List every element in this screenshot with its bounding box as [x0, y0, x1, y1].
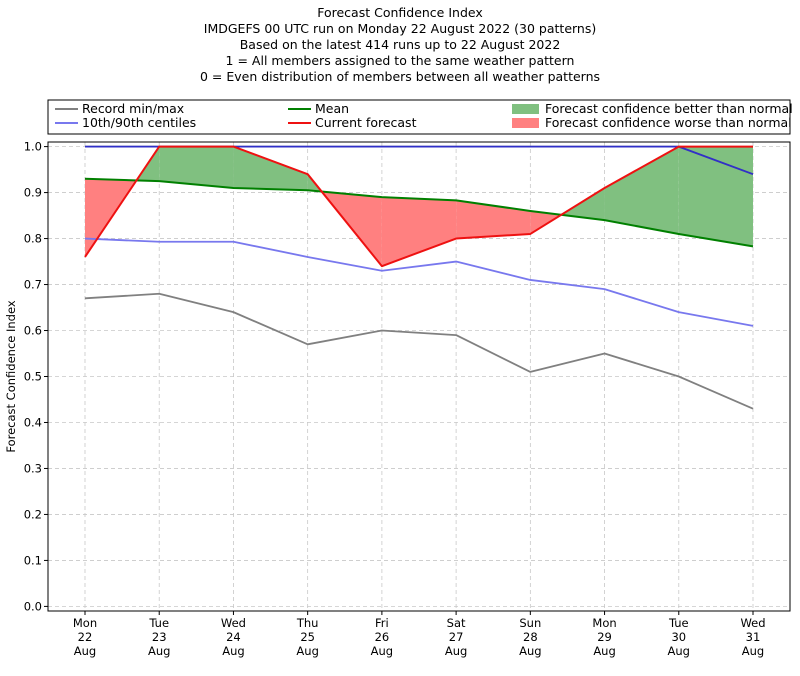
- current-forecast-line: [84, 145, 753, 268]
- x-tick-label-date: 30: [671, 630, 686, 644]
- y-tick-label: 0.9: [24, 186, 42, 200]
- title-line: Based on the latest 414 runs up to 22 Au…: [239, 37, 561, 52]
- title-line: 1 = All members assigned to the same wea…: [225, 53, 575, 68]
- y-tick-label: 0.0: [24, 599, 42, 613]
- y-tick-label: 0.5: [24, 370, 42, 384]
- title-line: IMDGEFS 00 UTC run on Monday 22 August 2…: [203, 21, 597, 36]
- x-tick-label-month: Aug: [668, 644, 690, 658]
- x-tick-label-day: Sun: [519, 616, 541, 630]
- x-tick-label-day: Tue: [148, 616, 169, 630]
- better-than-normal-area: [561, 187, 605, 221]
- x-tick-label-month: Aug: [74, 644, 96, 658]
- x-tick-label-month: Aug: [519, 644, 541, 658]
- x-tick-label-month: Aug: [593, 644, 615, 658]
- y-tick-label: 0.1: [24, 553, 42, 567]
- x-tick-label-date: 26: [375, 630, 390, 644]
- x-tick-label-date: 24: [226, 630, 241, 644]
- y-tick-label: 0.2: [24, 507, 42, 521]
- x-tick-label-month: Aug: [296, 644, 318, 658]
- x-tick-label-month: Aug: [222, 644, 244, 658]
- x-tick-label-day: Wed: [221, 616, 246, 630]
- y-tick-label: 0.4: [24, 415, 42, 429]
- worse-than-normal-area: [456, 200, 531, 239]
- x-tick-label-date: 22: [78, 630, 93, 644]
- record-min-line: [84, 292, 754, 410]
- x-tick-label-date: 29: [597, 630, 612, 644]
- mean-line: [84, 177, 754, 248]
- y-tick-label: 0.8: [24, 232, 42, 246]
- legend-label: Forecast confidence better than normal: [545, 101, 793, 116]
- better-than-normal-area: [604, 146, 679, 234]
- x-tick-label-day: Mon: [592, 616, 616, 630]
- x-tick-label-month: Aug: [148, 644, 170, 658]
- x-tick-label-day: Wed: [740, 616, 765, 630]
- better-than-normal-area: [233, 146, 308, 191]
- x-tick-label-date: 23: [152, 630, 167, 644]
- title-line: 0 = Even distribution of members between…: [199, 69, 601, 84]
- x-tick-label-month: Aug: [445, 644, 467, 658]
- p10-line: [84, 237, 754, 327]
- x-tick-label-day: Mon: [73, 616, 97, 630]
- x-tick-label-day: Sat: [447, 616, 466, 630]
- x-tick-label-day: Tue: [668, 616, 689, 630]
- x-tick-label-date: 27: [449, 630, 464, 644]
- legend-label: 10th/90th centiles: [82, 115, 196, 130]
- x-tick-label-day: Fri: [375, 616, 389, 630]
- better-than-normal-area: [159, 146, 234, 188]
- y-tick-label: 0.7: [24, 278, 42, 292]
- legend-label: Record min/max: [82, 101, 184, 116]
- worse-than-normal-area: [381, 197, 457, 267]
- y-axis-label: Forecast Confidence Index: [4, 300, 18, 452]
- y-tick-label: 0.6: [24, 324, 42, 338]
- better-than-normal-area: [678, 146, 753, 247]
- legend-label: Current forecast: [315, 115, 417, 130]
- legend-label: Mean: [315, 101, 349, 116]
- x-tick-label-date: 31: [746, 630, 761, 644]
- x-tick-label-month: Aug: [742, 644, 764, 658]
- x-tick-label-date: 28: [523, 630, 538, 644]
- x-tick-label-day: Thu: [296, 616, 319, 630]
- chart-title: Forecast Confidence Index IMDGEFS 00 UTC…: [0, 5, 800, 85]
- legend-patch-swatch: [512, 104, 539, 114]
- x-tick-label-date: 25: [300, 630, 315, 644]
- x-tick-label-month: Aug: [371, 644, 393, 658]
- y-tick-label: 0.3: [24, 461, 42, 475]
- legend-label: Forecast confidence worse than normal: [545, 115, 792, 130]
- y-tick-label: 1.0: [24, 140, 42, 154]
- legend-patch-swatch: [512, 118, 539, 128]
- title-line: Forecast Confidence Index: [317, 5, 483, 20]
- legend-box: [47, 99, 791, 135]
